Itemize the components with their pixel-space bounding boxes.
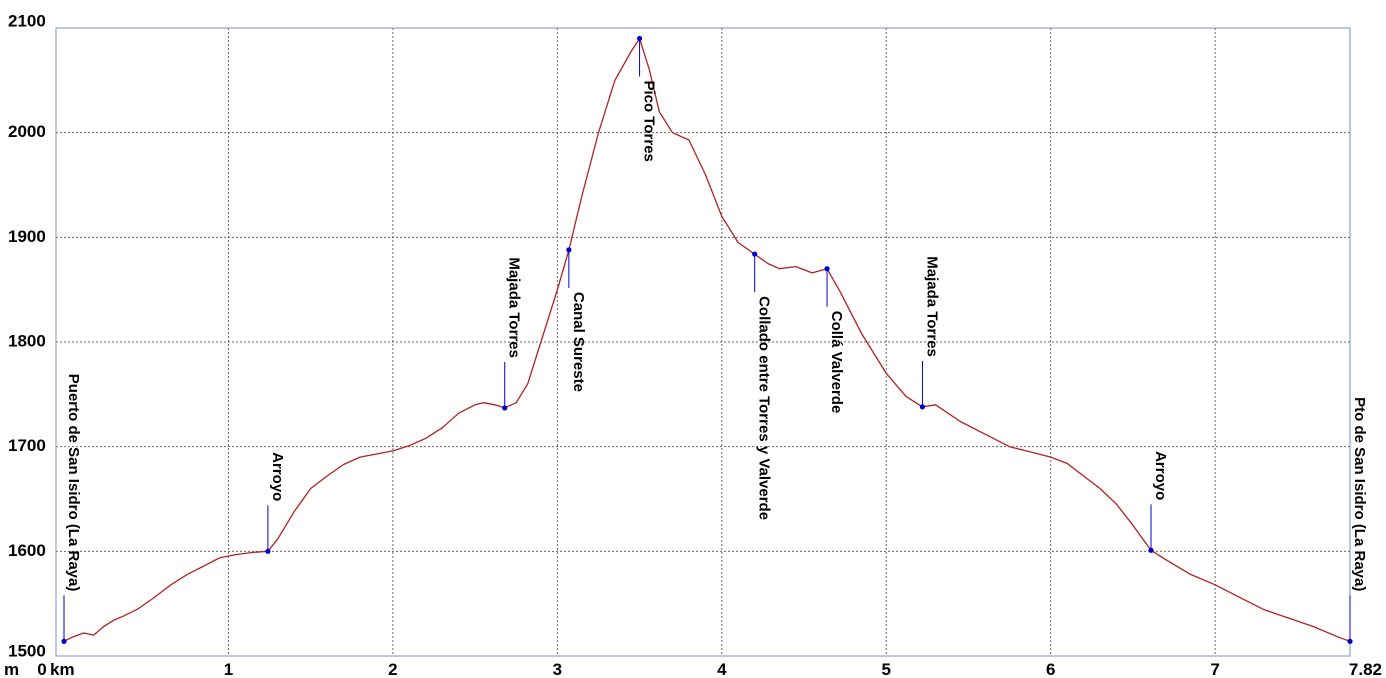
waypoint-label: Collá Valverde bbox=[828, 311, 845, 414]
x-tick-label: 6 bbox=[1046, 660, 1055, 678]
y-tick-label: 2100 bbox=[8, 11, 46, 30]
waypoint-6: Collá Valverde bbox=[824, 266, 845, 413]
grid-layer bbox=[56, 28, 1350, 656]
waypoint-8: Arroyo bbox=[1148, 451, 1169, 553]
y-tick-label: 1800 bbox=[8, 331, 46, 350]
waypoint-marker bbox=[1347, 638, 1353, 644]
waypoint-label: Arroyo bbox=[1152, 451, 1169, 500]
waypoint-9: Pto de San Isidro (La Raya) bbox=[1347, 397, 1368, 644]
waypoint-marker bbox=[61, 638, 67, 644]
waypoint-marker bbox=[1148, 547, 1154, 553]
waypoint-label: Canal Sureste bbox=[570, 292, 587, 392]
waypoint-marker bbox=[919, 404, 926, 410]
waypoint-marker bbox=[752, 251, 758, 257]
waypoint-layer: Puerto de San Isidro (La Raya) Arroyo Maja… bbox=[61, 35, 1368, 644]
waypoint-label: Collado entre Torres y Valverde bbox=[756, 296, 773, 520]
waypoint-marker bbox=[502, 405, 508, 411]
waypoint-label: Puerto de San Isidro (La Raya) bbox=[65, 374, 82, 592]
waypoint-label: Arroyo bbox=[269, 452, 286, 501]
waypoint-marker bbox=[636, 35, 643, 42]
x-tick-label: 3 bbox=[553, 660, 562, 678]
x-tick-label: 5 bbox=[882, 660, 891, 678]
y-tick-label: 1900 bbox=[8, 227, 46, 246]
y-tick-label: 1600 bbox=[8, 541, 46, 560]
waypoint-marker bbox=[265, 548, 271, 554]
waypoint-label: Pico Torres bbox=[641, 80, 658, 161]
x-tick-label: 7 bbox=[1210, 660, 1219, 678]
y-tick-label: 1700 bbox=[8, 436, 46, 455]
waypoint-0: Puerto de San Isidro (La Raya) bbox=[61, 374, 82, 644]
y-tick-label: 1500 bbox=[8, 641, 46, 660]
waypoint-marker bbox=[566, 247, 572, 253]
plot-frame bbox=[55, 27, 1351, 657]
x-tick-label: 4 bbox=[717, 660, 727, 678]
x-tick-label: 2 bbox=[388, 660, 397, 678]
elevation-series-line bbox=[63, 37, 1351, 642]
x-tick-label: 1 bbox=[224, 660, 233, 678]
y-unit-label: m bbox=[4, 660, 19, 678]
x-tick-label: 0 bbox=[37, 660, 46, 678]
waypoint-7: Majada Torres bbox=[919, 256, 940, 410]
waypoint-label: Majada Torres bbox=[506, 257, 523, 358]
waypoint-1: Arroyo bbox=[265, 452, 286, 554]
waypoint-5: Collado entre Torres y Valverde bbox=[752, 251, 773, 520]
waypoint-3: Canal Sureste bbox=[566, 247, 587, 392]
y-axis-ticks: 1500 1600 1700 1800 1900 2000 2100 bbox=[8, 11, 46, 660]
y-tick-label: 2000 bbox=[8, 122, 46, 141]
waypoint-4: Pico Torres bbox=[636, 35, 658, 162]
waypoint-marker bbox=[824, 266, 830, 272]
x-unit-label: km bbox=[50, 660, 75, 678]
x-axis-ticks: 0 1 2 3 4 5 6 7 7.82 bbox=[37, 660, 1382, 678]
x-tick-label: 7.82 bbox=[1349, 660, 1382, 678]
line-layer bbox=[63, 37, 1351, 642]
waypoint-label: Majada Torres bbox=[923, 256, 940, 357]
waypoint-label: Pto de San Isidro (La Raya) bbox=[1351, 397, 1368, 591]
waypoint-2: Majada Torres bbox=[502, 257, 523, 411]
